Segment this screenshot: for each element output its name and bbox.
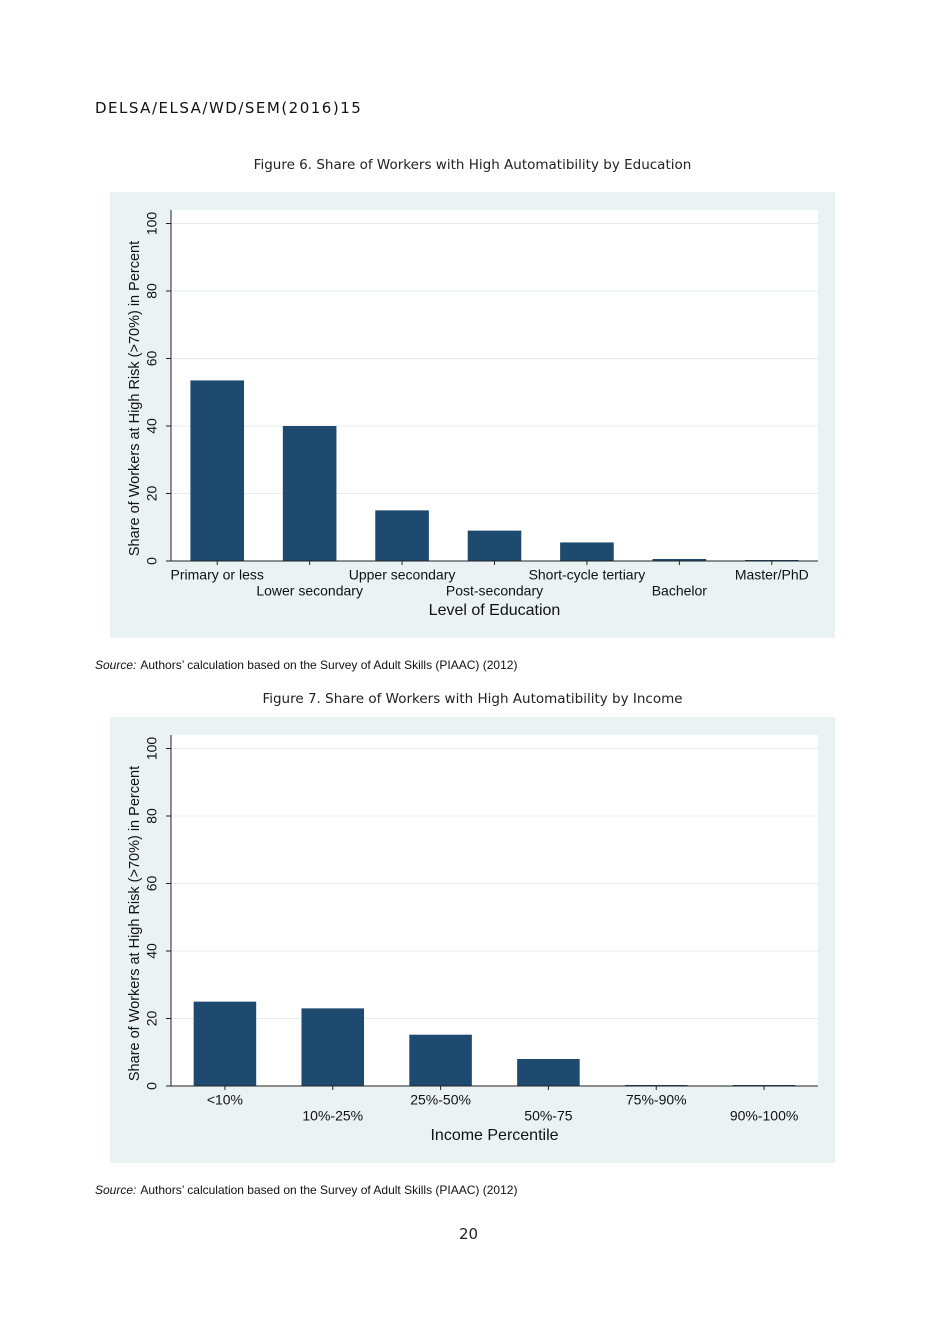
source-label: Source: — [95, 658, 137, 672]
bar — [517, 1059, 580, 1086]
x-tick-label: 90%-100% — [730, 1108, 799, 1124]
y-tick-label: 20 — [144, 1011, 160, 1027]
bar — [467, 530, 522, 561]
source-text: Authors’ calculation based on the Survey… — [140, 1183, 518, 1197]
bar — [193, 1001, 257, 1086]
header-code: DELSA/ELSA/WD/SEM(2016)15 — [95, 99, 363, 117]
y-axis-title: Share of Workers at High Risk (>70%) in … — [127, 241, 143, 556]
figure-title: Figure 6. Share of Workers with High Aut… — [253, 157, 692, 173]
plot-area — [171, 210, 818, 561]
x-tick-label: Lower secondary — [256, 583, 363, 599]
page-number: 20 — [458, 1225, 479, 1243]
x-tick-label: 25%-50% — [410, 1092, 471, 1108]
x-tick-label: Post-secondary — [446, 583, 543, 599]
bar — [732, 1084, 796, 1086]
source-text: Authors’ calculation based on the Survey… — [140, 658, 518, 672]
x-tick-label: Bachelor — [652, 583, 708, 599]
bar — [282, 426, 337, 561]
x-tick-label: Master/PhD — [735, 567, 809, 583]
y-tick-label: 60 — [144, 876, 160, 892]
y-tick-label: 60 — [144, 351, 160, 367]
bar — [409, 1034, 472, 1086]
y-tick-label: 100 — [144, 212, 160, 236]
x-tick-label: Upper secondary — [349, 567, 456, 583]
source: Source: Authors’ calculation based on the… — [95, 658, 517, 672]
source: Source: Authors’ calculation based on the… — [95, 1183, 517, 1197]
x-axis-title: Income Percentile — [430, 1127, 558, 1144]
x-tick-label: Short-cycle tertiary — [529, 567, 646, 583]
plot-area — [171, 735, 818, 1086]
bar — [744, 559, 799, 561]
y-tick-label: 80 — [144, 283, 160, 299]
bar — [560, 542, 614, 561]
source-label: Source: — [95, 1183, 137, 1197]
chart: 0 20 40 60 80 100 <10% 10%-25% 25%-50% 50%-75 75%-… — [110, 717, 835, 1163]
y-axis-title: Share of Workers at High Risk (>70%) in … — [127, 766, 143, 1081]
y-tick-label: 40 — [144, 943, 160, 959]
y-tick-label: 80 — [144, 808, 160, 824]
y-tick-label: 40 — [144, 418, 160, 434]
figure-title: Figure 7. Share of Workers with High Aut… — [262, 691, 683, 707]
y-tick-label: 100 — [144, 737, 160, 761]
y-tick-label: 0 — [144, 1082, 160, 1090]
bar — [624, 1084, 688, 1086]
x-tick-label: <10% — [207, 1092, 243, 1108]
x-tick-label: 10%-25% — [302, 1108, 363, 1124]
y-tick-label: 20 — [144, 486, 160, 502]
x-tick-label: Primary or less — [171, 567, 264, 583]
bar — [190, 380, 245, 561]
bar — [652, 558, 707, 561]
x-tick-label: 75%-90% — [626, 1092, 687, 1108]
x-tick-label: 50%-75 — [524, 1108, 572, 1124]
bar — [301, 1008, 365, 1086]
y-tick-label: 0 — [144, 557, 160, 565]
x-axis-title: Level of Education — [429, 602, 561, 619]
bar — [375, 510, 429, 561]
